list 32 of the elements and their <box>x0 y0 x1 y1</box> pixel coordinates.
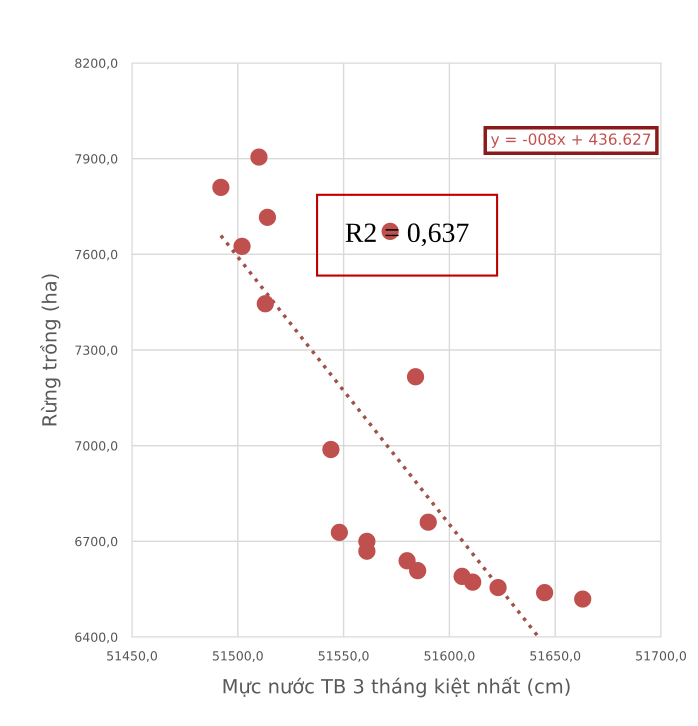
point <box>330 524 348 542</box>
point <box>250 148 268 166</box>
y-tick-label: 6400,0 <box>75 632 118 644</box>
y-axis-title: Rừng trồng (ha) <box>40 274 60 426</box>
annotation: R2 = 0,637 <box>346 223 469 246</box>
x-tick-label: 51600,0 <box>424 651 474 662</box>
x-tick-label: 51450,0 <box>107 651 158 662</box>
y-tick-label: 7900,0 <box>75 154 118 165</box>
x-tick-label: 51650,0 <box>530 651 580 662</box>
point <box>322 440 340 458</box>
point <box>256 295 274 312</box>
point <box>489 578 507 596</box>
x-axis-title: Mực nước TB 3 tháng kiệt nhất (cm) <box>224 676 570 698</box>
point <box>409 562 426 580</box>
point <box>574 590 592 608</box>
y-tick-label: 7000,0 <box>75 441 118 452</box>
y-tick-label: 7300,0 <box>75 345 118 356</box>
x-tick-label: 51700,0 <box>636 651 686 662</box>
point <box>233 238 251 255</box>
point <box>406 368 424 386</box>
point <box>420 514 437 531</box>
x-tick-label: 51500,0 <box>212 651 263 662</box>
point <box>536 584 554 602</box>
point <box>398 552 416 570</box>
y-tick-label: 7600,0 <box>75 250 118 261</box>
x-tick-label: 51550,0 <box>318 651 369 662</box>
y-tick-label: 8200,0 <box>75 58 118 70</box>
point <box>258 208 276 226</box>
y-tick-label: 6700,0 <box>75 536 118 548</box>
point <box>212 178 230 196</box>
point <box>464 574 482 591</box>
annotation: y = -008x + 436.627 <box>491 133 650 148</box>
